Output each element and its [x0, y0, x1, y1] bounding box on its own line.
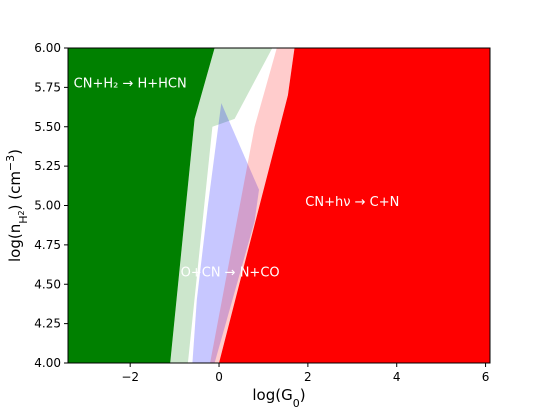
region-labels: CN+H₂ → H+HCN O+CN → N+CO CN+hν → C+N	[74, 77, 400, 281]
region-label-0: CN+H₂ → H+HCN	[74, 77, 187, 92]
region-2	[192, 103, 259, 363]
x-tick-label: 0	[215, 370, 223, 384]
y-tick-label: 6.00	[34, 41, 61, 55]
region-0	[68, 48, 215, 363]
x-tick-label: 4	[393, 370, 401, 384]
y-tick-label: 5.75	[34, 80, 61, 94]
x-tick-label: −2	[121, 370, 139, 384]
region-3	[210, 48, 295, 363]
y-tick-label: 4.75	[34, 238, 61, 252]
x-tick-label: 2	[304, 370, 312, 384]
y-tick-label: 4.00	[34, 356, 61, 370]
region-1	[170, 48, 273, 363]
y-tick-label: 5.00	[34, 199, 61, 213]
y-axis-label: log(nH2) (cm−3)	[4, 149, 30, 262]
x-axis-ticks: −2 0 2 4 6	[121, 363, 489, 384]
x-axis-label: log(G0)	[252, 386, 305, 409]
x-tick-label: 6	[482, 370, 490, 384]
region-label-4: CN+hν → C+N	[305, 195, 399, 210]
y-tick-label: 4.50	[34, 277, 61, 291]
y-tick-label: 4.25	[34, 317, 61, 331]
y-axis-ticks: 4.00 4.25 4.50 4.75 5.00 5.25 5.50 5.75 6.00	[34, 41, 68, 370]
regions-layer	[68, 48, 490, 363]
region-4	[219, 48, 490, 363]
y-tick-label: 5.50	[34, 120, 61, 134]
region-label-2: O+CN → N+CO	[181, 266, 280, 281]
y-tick-label: 5.25	[34, 159, 61, 173]
